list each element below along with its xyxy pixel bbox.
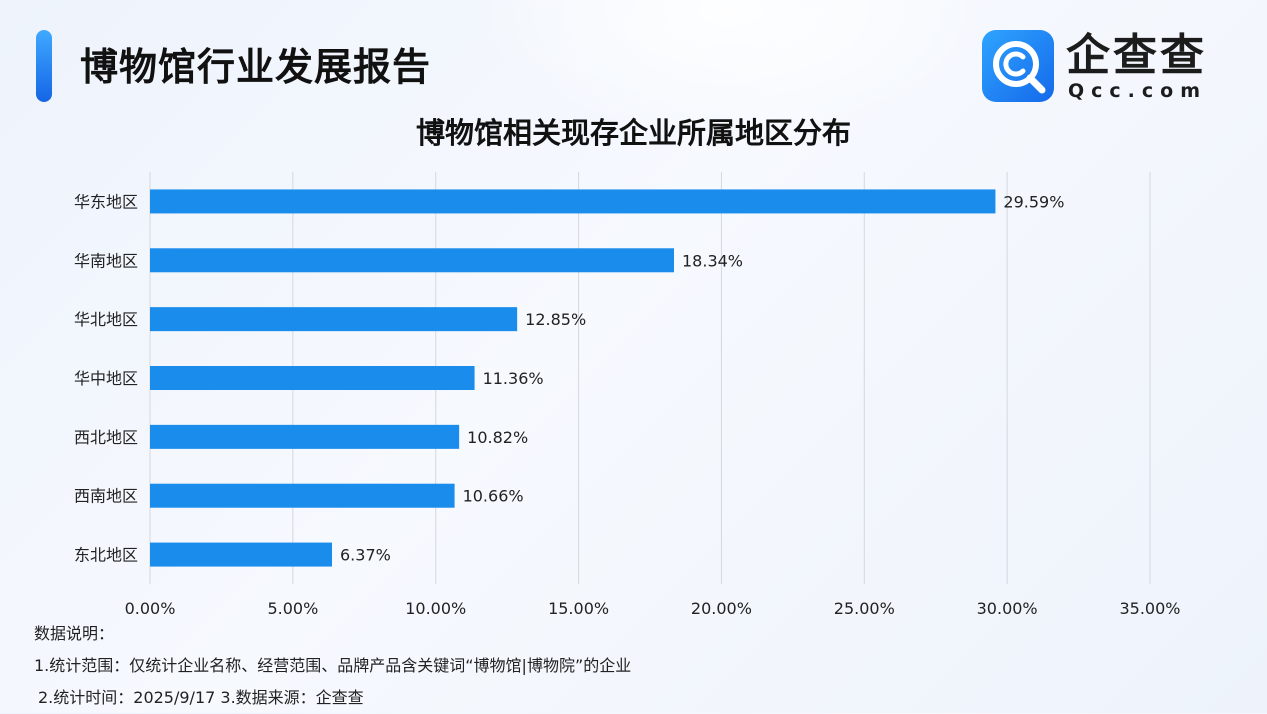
header-accent-bar (36, 30, 52, 102)
report-title: 博物馆行业发展报告 (80, 45, 432, 89)
x-tick-label: 10.00% (405, 599, 466, 618)
category-label: 华北地区 (74, 310, 138, 329)
data-label: 12.85% (525, 310, 586, 329)
category-label: 东北地区 (74, 546, 138, 565)
logo-name: 企查查 (1066, 30, 1207, 81)
bar (150, 542, 332, 567)
notes-time-source: 2.统计时间：2025/9/17 3.数据来源：企查查 (38, 688, 364, 707)
x-tick-label: 30.00% (977, 599, 1038, 618)
bar (150, 248, 674, 273)
x-tick-label: 35.00% (1119, 599, 1180, 618)
bar (150, 189, 996, 214)
data-label: 6.37% (340, 546, 391, 565)
qcc-logo-icon (982, 30, 1054, 102)
bar (150, 366, 475, 390)
data-notes: 数据说明： 1.统计范围：仅统计企业名称、经营范围、品牌产品含关键词“博物馆|博… (34, 618, 631, 714)
category-label: 西南地区 (74, 487, 138, 506)
category-label: 华中地区 (74, 369, 138, 388)
x-tick-label: 25.00% (834, 599, 895, 618)
category-label: 华东地区 (74, 192, 138, 211)
qcc-logo: 企查查 Qcc.com (982, 30, 1222, 104)
data-label: 10.66% (463, 487, 524, 506)
chart-title: 博物馆相关现存企业所属地区分布 (415, 116, 851, 150)
x-tick-label: 0.00% (125, 599, 176, 618)
bar-layer (150, 189, 996, 567)
data-label: 10.82% (467, 428, 528, 447)
data-label: 18.34% (682, 251, 743, 270)
notes-heading: 数据说明： (34, 624, 115, 643)
x-tick-label: 20.00% (691, 599, 752, 618)
label-layer: 0.00% 5.00% 10.00% 15.00% 20.00% 25.00% 30.00%… (74, 192, 1181, 618)
bar (150, 307, 518, 332)
x-tick-label: 5.00% (267, 599, 318, 618)
category-label: 西北地区 (74, 428, 138, 447)
data-label: 11.36% (483, 369, 544, 388)
logo-domain: Qcc.com (1068, 80, 1208, 102)
x-tick-label: 15.00% (548, 599, 609, 618)
notes-scope: 1.统计范围：仅统计企业名称、经营范围、品牌产品含关键词“博物馆|博物院”的企业 (34, 656, 632, 675)
category-label: 华南地区 (74, 251, 138, 270)
data-label: 29.59% (1003, 192, 1064, 211)
bar (150, 483, 455, 508)
bar (150, 424, 460, 449)
